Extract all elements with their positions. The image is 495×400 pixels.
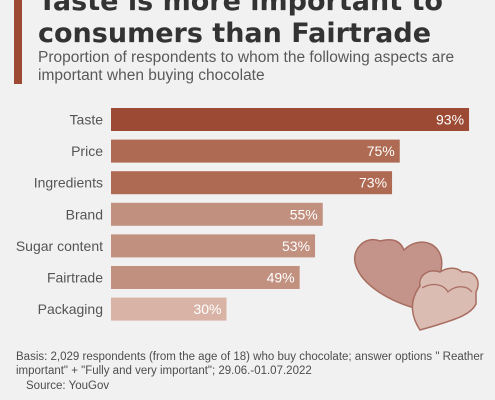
- title-accent-bar: [14, 0, 22, 84]
- bar-group: Taste 93% Price 75% Ingredients 73% Brand 55% Su…: [16, 108, 470, 321]
- bar: [111, 202, 323, 226]
- value-label: 75%: [367, 143, 395, 159]
- value-label: 49%: [267, 270, 295, 286]
- category-label: Price: [71, 143, 103, 159]
- category-label: Packaging: [38, 301, 103, 317]
- value-label: 55%: [290, 206, 318, 222]
- chart-subtitle: Proportion of respondents to whom the fo…: [38, 49, 455, 84]
- bar: [111, 108, 470, 131]
- category-label: Sugar content: [16, 238, 103, 254]
- bar: [111, 234, 316, 258]
- bar: [111, 297, 227, 321]
- value-label: 53%: [282, 238, 310, 254]
- source-note: Source: YouGov: [26, 380, 110, 392]
- value-label: 93%: [436, 112, 464, 128]
- footnote-basis: Basis: 2,029 respondents (from the age o…: [16, 351, 484, 377]
- bar: [111, 139, 400, 163]
- value-label: 73%: [359, 175, 387, 191]
- category-label: Brand: [66, 206, 103, 222]
- bar: [111, 171, 393, 195]
- chocolate-hearts-icon: [353, 238, 479, 331]
- category-label: Fairtrade: [47, 270, 103, 286]
- value-label: 30%: [193, 301, 221, 317]
- bar: [111, 266, 300, 289]
- category-label: Ingredients: [34, 175, 103, 191]
- category-label: Taste: [70, 112, 104, 128]
- chart-title: Taste is more important to consumers tha…: [38, 0, 443, 49]
